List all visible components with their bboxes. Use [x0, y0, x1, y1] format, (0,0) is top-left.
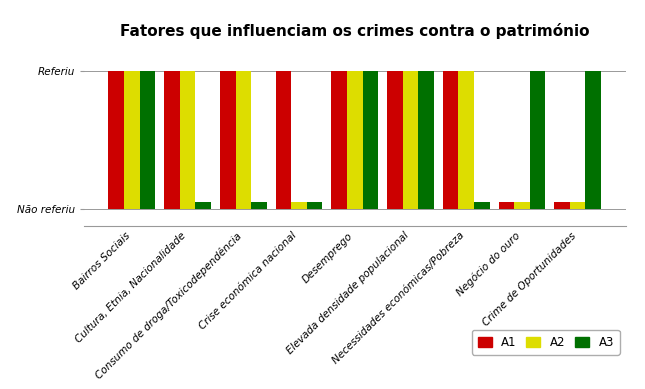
Bar [586, 72, 601, 209]
Bar [554, 202, 570, 209]
Bar [180, 72, 195, 209]
Bar [474, 202, 490, 209]
Bar [402, 72, 418, 209]
Bar [442, 72, 459, 209]
Bar [108, 72, 124, 209]
Bar [362, 72, 378, 209]
Legend: A1, A2, A3: A1, A2, A3 [472, 330, 620, 355]
Bar [220, 72, 235, 209]
Bar [124, 72, 140, 209]
Bar [387, 72, 402, 209]
Bar [251, 202, 267, 209]
Bar [292, 202, 307, 209]
Bar [195, 202, 211, 209]
Bar [347, 72, 362, 209]
Bar [418, 72, 434, 209]
Bar [235, 72, 251, 209]
Bar [332, 72, 347, 209]
Bar [570, 202, 586, 209]
Bar [459, 72, 474, 209]
Bar [307, 202, 322, 209]
Bar [514, 202, 530, 209]
Bar [140, 72, 155, 209]
Bar [530, 72, 545, 209]
Bar [164, 72, 180, 209]
Title: Fatores que influenciam os crimes contra o património: Fatores que influenciam os crimes contra… [120, 23, 590, 39]
Bar [499, 202, 514, 209]
Bar [275, 72, 292, 209]
